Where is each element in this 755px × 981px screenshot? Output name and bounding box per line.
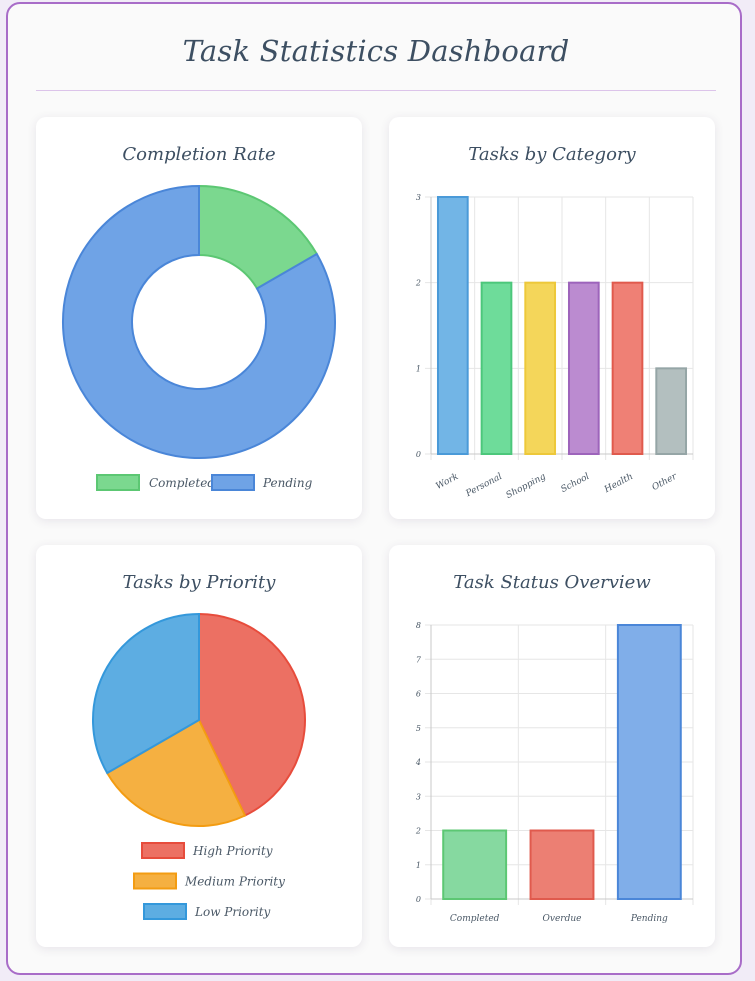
status-title: Task Status Overview	[453, 572, 651, 593]
category-chart: 0 1 2 3 Work Personal Shopping School Health Othe…	[415, 193, 694, 501]
legend-label-completed: Completed	[149, 476, 215, 490]
pie-slice-high-priority	[198, 612, 306, 817]
legend-swatch-pending	[211, 474, 255, 491]
legend-swatch-medium-priority	[133, 872, 177, 890]
y-tick-label: 3	[416, 792, 421, 801]
status-card: Task Status Overview 0 1 2 3 4 5 6 7 8 Completed O…	[389, 545, 715, 947]
legend-label-low-priority: Low Priority	[194, 905, 271, 919]
bar-completed	[442, 829, 508, 900]
completion-rate-card: Completion Rate Completed Pending	[36, 117, 362, 519]
pie-slice-medium-priority	[105, 718, 247, 827]
y-tick-label: 0	[416, 895, 421, 904]
y-tick-label: 2	[415, 279, 421, 288]
bar-personal	[480, 281, 513, 455]
x-tick-label-work: Work	[435, 472, 461, 492]
y-tick-label: 6	[416, 690, 421, 699]
bar-school	[567, 281, 600, 455]
legend-label-high-priority: High Priority	[192, 844, 273, 858]
y-tick-label: 2	[415, 827, 421, 836]
priority-chart: High Priority Medium Priority Low Priority	[92, 612, 306, 920]
y-tick-label: 5	[416, 724, 421, 733]
legend-label-medium-priority: Medium Priority	[184, 875, 285, 889]
legend-swatch-completed	[96, 474, 140, 491]
priority-card: Tasks by Priority High Priority Medium Pr…	[36, 545, 362, 947]
priority-title: Tasks by Priority	[122, 572, 276, 593]
y-tick-label: 1	[416, 364, 421, 373]
status-chart: 0 1 2 3 4 5 6 7 8 Completed Overdue Pending	[415, 621, 694, 924]
x-tick-label-school: School	[559, 472, 591, 495]
completion-rate-title: Completion Rate	[122, 144, 276, 165]
y-tick-label: 1	[416, 861, 421, 870]
x-tick-label-health: Health	[602, 472, 635, 496]
y-tick-label: 7	[416, 655, 422, 664]
pie-slice-pending	[62, 184, 336, 459]
bar-health	[611, 281, 644, 455]
page-title: Task Statistics Dashboard	[182, 34, 570, 68]
pie-slice-low-priority	[92, 612, 200, 775]
category-title: Tasks by Category	[468, 144, 636, 165]
x-tick-label-overdue: Overdue	[543, 914, 582, 924]
category-card: Tasks by Category 0 1 2 3 Work Personal Shoppi…	[389, 117, 715, 519]
legend-label-pending: Pending	[262, 476, 313, 490]
bar-shopping	[524, 281, 557, 455]
x-tick-label-shopping: Shopping	[505, 472, 548, 501]
bar-work	[436, 196, 469, 455]
y-tick-label: 0	[416, 450, 421, 459]
bar-overdue	[529, 829, 595, 900]
x-tick-label-other: Other	[651, 471, 680, 493]
title-divider	[36, 90, 716, 91]
x-tick-label-pending: Pending	[630, 914, 668, 924]
legend-swatch-low-priority	[143, 903, 187, 920]
completion-rate-chart: Completed Pending	[62, 184, 336, 491]
bar-pending	[616, 624, 682, 900]
y-tick-label: 8	[416, 621, 421, 630]
y-tick-label: 3	[416, 193, 421, 202]
x-tick-label-personal: Personal	[464, 472, 504, 500]
dashboard-frame: Task Statistics Dashboard Completion Rat…	[6, 2, 742, 975]
y-tick-label: 4	[415, 758, 421, 767]
bar-other	[655, 367, 688, 455]
x-tick-label-completed: Completed	[450, 914, 500, 924]
legend-swatch-high-priority	[141, 842, 185, 859]
